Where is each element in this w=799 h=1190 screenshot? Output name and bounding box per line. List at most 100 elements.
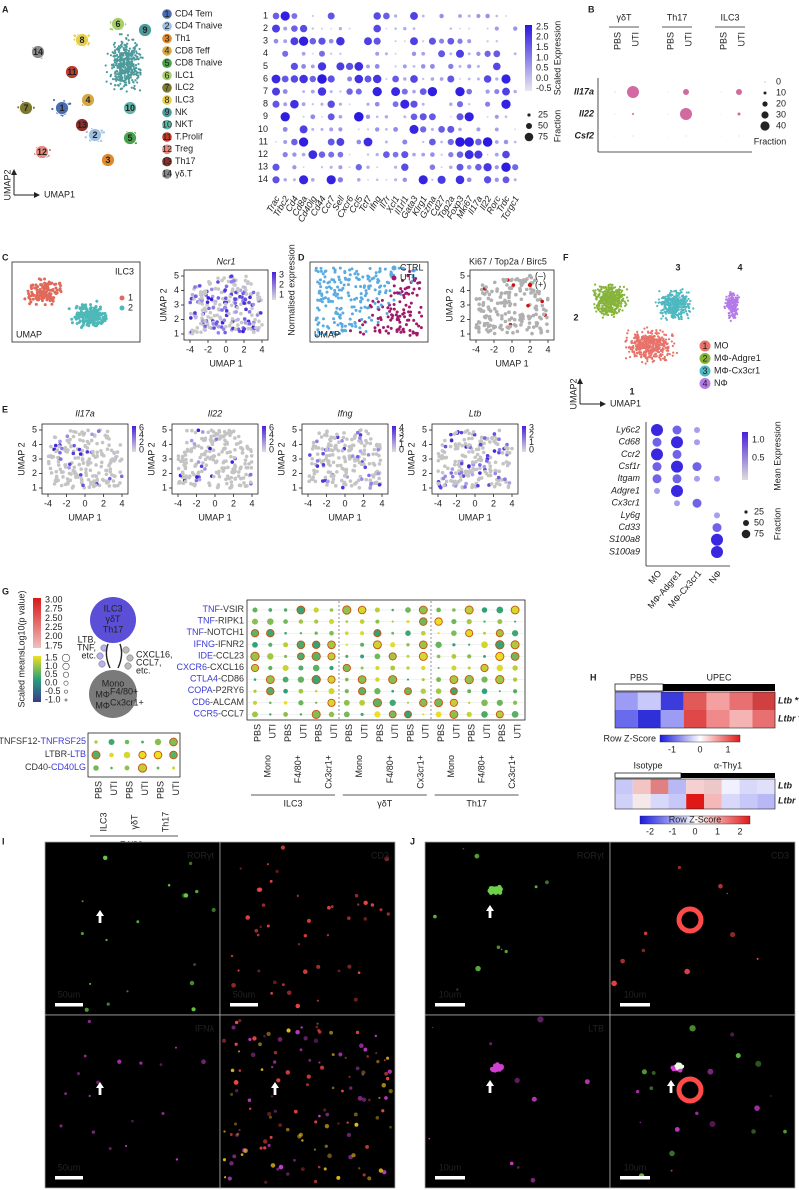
umap-point — [335, 432, 339, 437]
umap-point — [368, 279, 372, 283]
expression-dot — [672, 474, 682, 484]
x-tick-label: -4 — [472, 344, 480, 354]
expression-dot — [385, 77, 388, 81]
expression-dot — [302, 166, 305, 169]
umap-point — [341, 485, 345, 490]
color-tick-label: 1.0 — [536, 52, 549, 62]
umap-point — [649, 335, 653, 338]
umap-point — [221, 460, 226, 465]
umap-point — [106, 480, 111, 484]
umap-point — [58, 439, 62, 444]
umap-point — [667, 311, 670, 315]
umap-point — [226, 431, 231, 435]
umap-point — [204, 449, 208, 454]
expression-dot — [301, 51, 306, 56]
umap-point — [653, 335, 656, 338]
expression-dot — [357, 128, 360, 131]
umap-point — [679, 313, 683, 316]
y-tick-label: 4 — [292, 439, 297, 449]
umap-point — [647, 347, 650, 350]
umap-point — [122, 80, 126, 83]
umap-point — [93, 483, 98, 487]
umap-point — [52, 296, 56, 300]
y-tick-label: 5 — [422, 424, 427, 434]
umap-point — [84, 305, 88, 309]
umap-point — [526, 314, 531, 319]
umap-point — [337, 275, 341, 279]
expression-dot — [311, 27, 315, 30]
expression-dot — [291, 25, 298, 32]
axis-title: UMAP 2 — [16, 442, 26, 475]
umap-point — [211, 448, 216, 453]
umap-point — [626, 296, 629, 299]
umap-point — [121, 52, 125, 55]
umap-point — [325, 286, 329, 290]
expression-dot — [475, 163, 482, 171]
umap-point — [377, 270, 381, 274]
umap-point — [84, 136, 87, 139]
umap-point — [111, 78, 115, 81]
expression-dot — [348, 27, 351, 30]
expression-dot — [409, 124, 419, 134]
umap-point — [420, 314, 424, 318]
umap-point — [242, 301, 246, 306]
expression-dot — [339, 52, 342, 55]
umap-point — [233, 477, 238, 481]
umap-point — [657, 332, 660, 335]
umap-point — [79, 467, 83, 471]
umap-point — [127, 49, 131, 52]
expression-dot — [421, 140, 425, 144]
fraction-dot — [627, 86, 639, 98]
umap-point — [656, 304, 659, 308]
umap-point — [658, 347, 661, 351]
y-tick-label: 4 — [32, 439, 37, 449]
umap-point — [627, 329, 630, 332]
umap-point — [341, 311, 345, 315]
umap-point — [236, 317, 240, 322]
gene-label: S100a8 — [609, 534, 640, 544]
umap-point — [315, 452, 320, 456]
legend-label: CD8 Tnaive — [175, 58, 222, 68]
umap-point — [352, 469, 357, 473]
umap-point — [86, 321, 90, 325]
umap-point — [352, 305, 356, 309]
umap-point — [337, 315, 341, 319]
umap-point — [87, 34, 90, 37]
umap-point — [609, 294, 612, 297]
umap-point — [132, 56, 135, 59]
umap-point — [209, 287, 214, 292]
umap-point — [677, 305, 680, 308]
umap-point — [538, 326, 542, 330]
expression-dot — [440, 153, 443, 156]
umap-point — [610, 310, 613, 313]
y-tick-label: 5 — [32, 424, 37, 434]
umap-point — [486, 305, 491, 309]
umap-point — [594, 289, 597, 292]
umap-point — [132, 81, 135, 84]
expression-dot — [410, 12, 418, 20]
umap-point — [120, 40, 123, 43]
x-tick-label: 0 — [212, 498, 217, 508]
expression-dot — [651, 424, 663, 436]
umap-point — [336, 285, 340, 289]
expression-dot — [290, 62, 299, 71]
umap-point — [199, 321, 203, 326]
umap-point — [204, 463, 209, 468]
expression-dot — [301, 152, 306, 157]
panel-letter: B — [588, 4, 595, 14]
umap-point — [376, 320, 380, 324]
umap-point — [220, 308, 224, 312]
umap-point — [411, 291, 415, 295]
color-bar — [742, 432, 748, 480]
umap-point — [87, 324, 91, 328]
umap-point — [70, 317, 74, 321]
expression-dot — [671, 436, 683, 449]
expression-dot — [455, 137, 465, 147]
umap-point — [340, 439, 344, 443]
umap-point — [643, 338, 646, 341]
umap-point — [213, 286, 218, 291]
umap-point — [527, 325, 531, 330]
umap-point — [505, 290, 509, 295]
umap-point — [100, 139, 103, 143]
umap-point — [378, 290, 382, 294]
